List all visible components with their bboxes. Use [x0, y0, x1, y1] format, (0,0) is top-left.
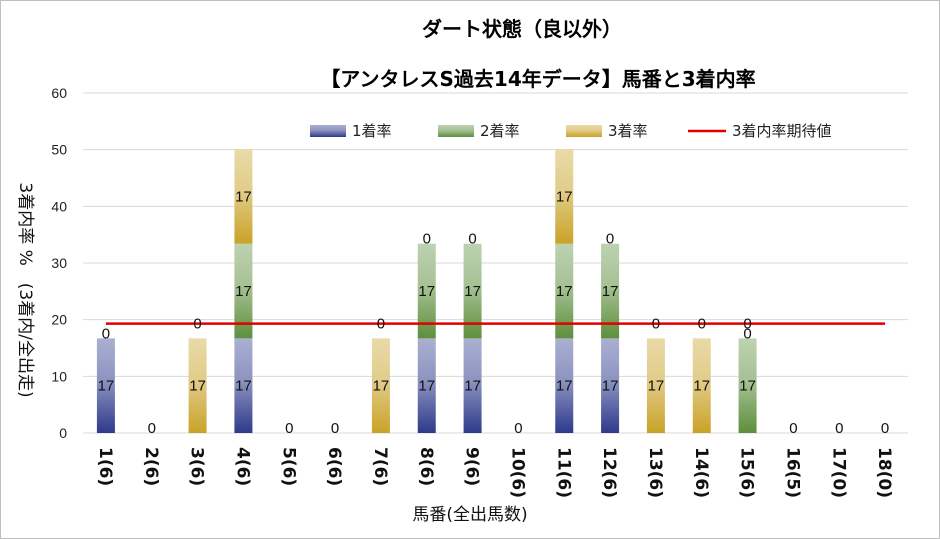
data-label: 17 [235, 378, 252, 395]
x-axis-title: 馬番(全出馬数) [412, 505, 527, 525]
legend-swatch [310, 125, 346, 137]
data-label: 17 [373, 378, 390, 395]
top-label: 0 [743, 315, 751, 332]
y-tick-label: 30 [51, 255, 67, 271]
top-label: 0 [698, 315, 706, 332]
bar-segment-3 [555, 149, 574, 244]
data-label: 17 [648, 378, 665, 395]
legend-label: 3着率 [608, 122, 648, 140]
y-tick-label: 60 [51, 85, 67, 101]
data-label: 0 [285, 420, 293, 437]
x-tick-label: 17(0) [828, 447, 848, 498]
bar-segment-3 [371, 338, 390, 433]
x-tick-label: 13(6) [645, 447, 665, 498]
data-label: 0 [789, 420, 797, 437]
data-label: 0 [881, 420, 889, 437]
bar-segment-1 [417, 338, 436, 433]
legend-label: 2着率 [480, 122, 520, 140]
data-label: 17 [189, 378, 206, 395]
y-tick-label: 20 [51, 312, 67, 328]
data-label: 17 [464, 378, 481, 395]
data-label: 17 [235, 188, 252, 205]
bar-segment-3 [188, 338, 207, 433]
data-label: 17 [235, 283, 252, 300]
y-tick-label: 40 [51, 198, 67, 214]
bar-segment-3 [646, 338, 665, 433]
data-label: 17 [602, 378, 619, 395]
bar-segment-3 [234, 149, 253, 244]
top-label: 0 [377, 315, 385, 332]
bar-segment-2 [234, 243, 253, 339]
y-axis-ticks: 0 10 20 30 40 50 60 [51, 85, 67, 441]
chart-title-line-1: ダート状態（良以外） [422, 17, 622, 41]
data-label: 17 [464, 283, 481, 300]
x-tick-label: 2(6) [141, 447, 161, 486]
x-tick-label: 14(6) [691, 447, 711, 498]
data-label: 0 [331, 420, 339, 437]
gridlines [83, 92, 908, 434]
x-tick-label: 10(6) [507, 447, 527, 498]
x-tick-label: 15(6) [737, 447, 757, 498]
data-label: 0 [835, 420, 843, 437]
legend: 1着率 2着率 3着率 3着内率期待値 [310, 122, 832, 140]
x-tick-label: 5(6) [278, 447, 298, 486]
x-tick-label: 4(6) [232, 447, 252, 486]
x-tick-label: 8(6) [416, 447, 436, 486]
legend-swatch [438, 125, 474, 137]
bar-segment-2 [555, 243, 574, 339]
bar-segment-2 [738, 338, 757, 433]
x-tick-label: 6(6) [324, 447, 344, 486]
legend-label: 3着内率期待値 [732, 122, 832, 140]
bar-segment-1 [555, 338, 574, 433]
bar-segment-2 [463, 243, 482, 339]
x-axis-ticks: 1(6) 2(6) 3(6) 4(6) 5(6) 6(6) 7(6) 8(6) 9(6) 10(6… [95, 447, 894, 498]
data-label: 0 [514, 420, 522, 437]
data-label: 17 [693, 378, 710, 395]
bar-segment-1 [96, 338, 115, 433]
data-label: 17 [556, 283, 573, 300]
y-tick-label: 50 [51, 142, 67, 158]
data-label: 0 [148, 420, 156, 437]
y-tick-label: 0 [59, 425, 67, 441]
x-tick-label: 3(6) [187, 447, 207, 486]
bars [96, 149, 757, 433]
bar-segment-1 [234, 338, 253, 433]
data-label: 17 [739, 378, 756, 395]
y-axis-title: 3着内率 % (3着内/全出走) [15, 182, 35, 397]
x-tick-label: 12(6) [599, 447, 619, 498]
data-label: 0 [743, 325, 751, 342]
data-label: 17 [602, 283, 619, 300]
bar-segment-1 [463, 338, 482, 433]
data-label: 17 [556, 188, 573, 205]
data-label: 17 [98, 378, 115, 395]
x-tick-label: 9(6) [462, 447, 482, 486]
bar-segment-1 [601, 338, 620, 433]
data-label: 0 [102, 325, 110, 342]
top-label: 0 [652, 315, 660, 332]
bar-segment-3 [692, 338, 711, 433]
data-label: 17 [418, 283, 435, 300]
bar-segment-2 [601, 243, 620, 339]
y-tick-label: 10 [51, 368, 67, 384]
data-label: 0 [606, 231, 614, 248]
x-tick-label: 11(6) [553, 447, 573, 498]
data-label: 17 [556, 378, 573, 395]
x-tick-label: 7(6) [370, 447, 390, 486]
x-tick-label: 1(6) [95, 447, 115, 486]
chart-title-line-2: 【アンタレスS過去14年データ】馬番と3着内率 [320, 67, 755, 91]
legend-swatch [566, 125, 602, 137]
x-tick-label: 18(0) [874, 447, 894, 498]
data-label: 17 [418, 378, 435, 395]
legend-label: 1着率 [352, 122, 392, 140]
x-tick-label: 16(5) [782, 447, 802, 498]
data-label: 0 [468, 231, 476, 248]
top-label: 0 [193, 315, 201, 332]
bar-segment-2 [417, 243, 436, 339]
data-label: 0 [423, 231, 431, 248]
